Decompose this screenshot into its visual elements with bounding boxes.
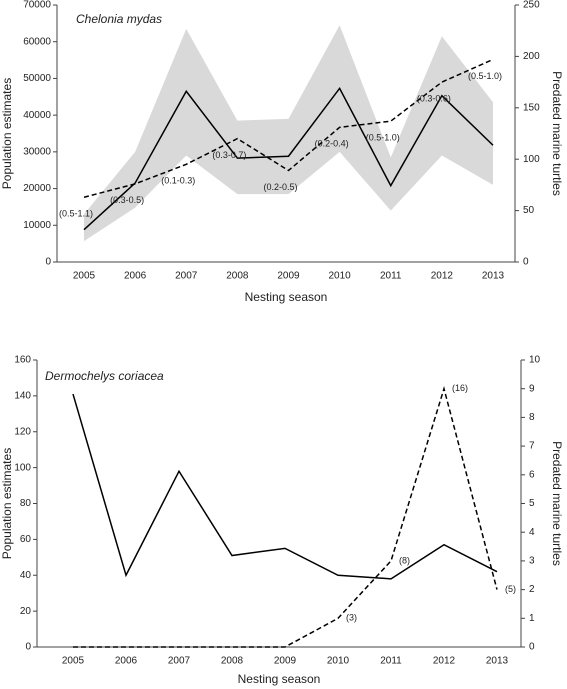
x-tick-label: 2005 xyxy=(62,656,85,667)
y-tick-label: 40000 xyxy=(23,110,51,121)
y2-tick-label: 10 xyxy=(529,355,541,366)
y2-tick-label: 0 xyxy=(529,642,535,653)
x-tick-label: 2005 xyxy=(73,271,96,282)
y2-tick-label: 200 xyxy=(523,51,540,62)
x-tick-label: 2009 xyxy=(277,271,300,282)
point-label: (0.3-0.7) xyxy=(212,150,246,160)
y2-tick-label: 2 xyxy=(529,584,535,595)
point-label: (5) xyxy=(505,584,516,594)
y-tick-label: 20 xyxy=(20,606,32,617)
y2-tick-label: 7 xyxy=(529,441,535,452)
y-tick-label: 0 xyxy=(45,257,51,268)
point-label: (0.1-0.3) xyxy=(161,176,195,186)
y-tick-label: 0 xyxy=(25,642,31,653)
y2-tick-label: 50 xyxy=(523,205,535,216)
solid-line xyxy=(83,86,494,231)
chart-title: Dermochelys coriacea xyxy=(45,369,164,383)
x-tick-label: 2006 xyxy=(115,656,138,667)
y2-tick-label: 150 xyxy=(523,102,540,113)
y-tick-label: 140 xyxy=(14,391,31,402)
solid-line xyxy=(72,393,498,580)
y-tick-label: 30000 xyxy=(23,146,51,157)
chart-title: Chelonia mydas xyxy=(76,12,162,26)
x-tick-label: 2012 xyxy=(431,271,454,282)
y-tick-label: 60000 xyxy=(23,36,51,47)
y2-tick-label: 4 xyxy=(529,527,535,538)
y2-tick-label: 3 xyxy=(529,556,535,567)
x-axis-title: Nesting season xyxy=(245,290,328,304)
x-tick-label: 2013 xyxy=(482,271,505,282)
y-tick-label: 10000 xyxy=(23,220,51,231)
x-tick-label: 2008 xyxy=(221,656,244,667)
y2-tick-label: 0 xyxy=(523,257,529,268)
point-label: (0.5-1.0) xyxy=(366,133,400,143)
y-tick-label: 100 xyxy=(14,462,31,473)
y-tick-label: 60 xyxy=(20,534,32,545)
confidence-band xyxy=(84,25,493,242)
y-tick-label: 20000 xyxy=(23,183,51,194)
y-tick-label: 70000 xyxy=(23,0,51,11)
x-tick-label: 2006 xyxy=(124,271,147,282)
x-tick-label: 2010 xyxy=(329,271,352,282)
y-tick-label: 160 xyxy=(14,355,31,366)
y-tick-label: 120 xyxy=(14,426,31,437)
y2-tick-label: 9 xyxy=(529,383,535,394)
y2-tick-label: 6 xyxy=(529,469,535,480)
y2-tick-label: 1 xyxy=(529,613,535,624)
dashed-line xyxy=(73,385,498,648)
point-label: (8) xyxy=(399,555,410,565)
point-label: (0.3-0.5) xyxy=(110,195,144,205)
x-tick-label: 2010 xyxy=(327,656,350,667)
x-tick-label: 2012 xyxy=(433,656,456,667)
y-tick-label: 40 xyxy=(20,570,32,581)
y2-tick-label: 100 xyxy=(523,154,540,165)
y2-tick-label: 8 xyxy=(529,412,535,423)
x-tick-label: 2009 xyxy=(274,656,297,667)
x-tick-label: 2011 xyxy=(380,656,402,667)
point-label: (0.5-1.0) xyxy=(468,71,502,81)
dashed-line xyxy=(83,58,494,198)
point-label: (0.5-1.1) xyxy=(59,209,93,219)
point-label: (16) xyxy=(452,383,468,393)
point-label: (3) xyxy=(346,613,357,623)
point-label: (0.3-0.6) xyxy=(417,93,451,103)
point-label: (0.2-0.5) xyxy=(263,182,297,192)
y2-tick-label: 5 xyxy=(529,498,535,509)
y2-axis-title: Predated marine turtles xyxy=(550,71,564,196)
x-tick-label: 2013 xyxy=(486,656,509,667)
y-tick-label: 50000 xyxy=(23,73,51,84)
x-tick-label: 2007 xyxy=(168,656,191,667)
y-tick-label: 80 xyxy=(20,498,32,509)
y-axis-title: Population estimates xyxy=(0,448,14,559)
y2-axis-title: Predated marine turtles xyxy=(550,441,564,566)
point-label: (0.2-0.4) xyxy=(315,139,349,149)
x-axis-title: Nesting season xyxy=(238,672,321,686)
y2-tick-label: 250 xyxy=(523,0,540,11)
x-tick-label: 2008 xyxy=(226,271,249,282)
y-axis-title: Population estimates xyxy=(0,78,14,189)
x-tick-label: 2011 xyxy=(380,271,402,282)
x-tick-label: 2007 xyxy=(175,271,198,282)
